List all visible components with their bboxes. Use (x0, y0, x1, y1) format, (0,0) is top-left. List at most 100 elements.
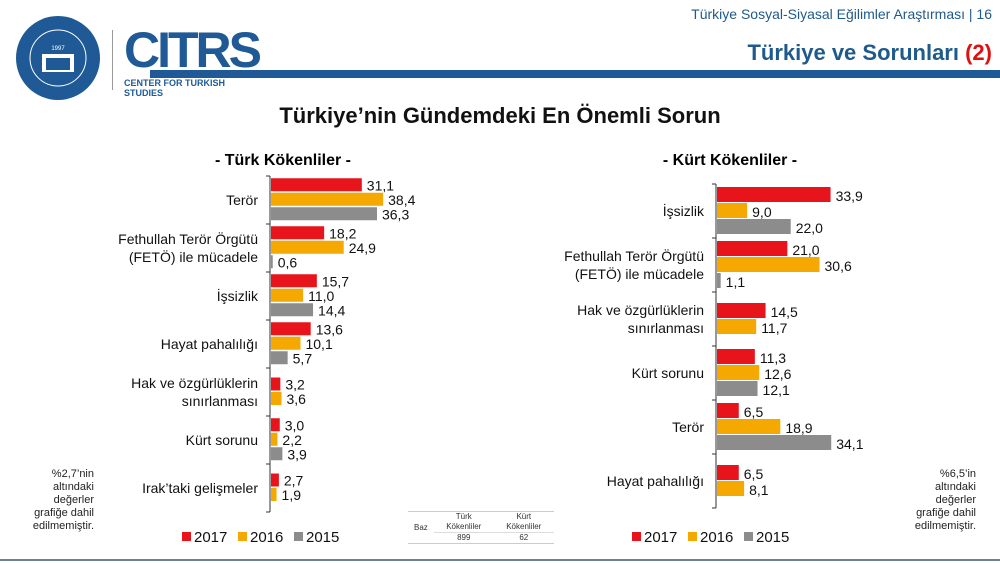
data-label: 3,2 (285, 377, 305, 393)
header-subtitle: Türkiye Sosyal-Siyasal Eğilimler Araştır… (691, 6, 992, 22)
bar-2016 (717, 257, 820, 272)
data-label: 11,0 (308, 288, 334, 304)
data-label: 8,1 (749, 482, 769, 498)
data-label: 21,0 (792, 242, 819, 258)
data-label: 0,6 (278, 254, 298, 270)
data-label: 11,7 (761, 320, 787, 336)
kadir-has-logo: 1997 (14, 14, 102, 102)
bar-2015 (271, 447, 283, 461)
category-label: İşsizlik (217, 287, 259, 304)
legend-label: 2016 (700, 529, 733, 546)
bar-2017 (717, 465, 739, 480)
data-label: 1,1 (726, 274, 746, 290)
legend-swatch-2016 (238, 532, 247, 541)
bar-2017 (271, 274, 317, 288)
chart-title: - Kürt Kökenliler - (663, 152, 797, 169)
data-label: 5,7 (293, 350, 313, 366)
bar-2015 (271, 255, 273, 269)
bar-2017 (271, 178, 362, 192)
category-label: Hayat pahalılığı (607, 473, 704, 489)
bar-2015 (717, 273, 721, 288)
data-label: 6,5 (744, 404, 764, 420)
legend-label: 2017 (644, 529, 677, 546)
bar-2017 (271, 377, 281, 391)
data-label: 34,1 (836, 436, 863, 452)
data-label: 15,7 (322, 273, 349, 289)
bar-2015 (271, 207, 377, 221)
legend-swatch-2015 (744, 532, 753, 541)
bar-2017 (271, 473, 279, 487)
category-label: Irak’taki gelişmeler (142, 480, 258, 496)
data-label: 9,0 (752, 204, 772, 220)
svg-text:1997: 1997 (51, 46, 65, 52)
bar-2017 (717, 303, 766, 318)
data-label: 24,9 (349, 240, 376, 256)
category-label: Kürt sorunu (186, 432, 258, 448)
legend-label: 2015 (756, 529, 789, 546)
category-label: Hak ve özgürlüklerin sınırlanması (577, 302, 704, 336)
legend-label: 2016 (250, 529, 283, 546)
left-note: %2,7’nin altındaki değerler grafiğe dahi… (32, 468, 94, 532)
data-label: 3,9 (287, 446, 307, 462)
bar-2015 (717, 435, 832, 450)
base-col-kurt: Kürt Kökenliler (506, 512, 542, 531)
data-label: 13,6 (316, 321, 343, 337)
bar-2016 (271, 288, 304, 302)
bar-2015 (717, 381, 758, 396)
bar-2016 (717, 481, 745, 496)
legend-swatch-2017 (632, 532, 641, 541)
data-label: 18,9 (785, 420, 812, 436)
bar-2016 (271, 336, 301, 350)
bar-2016 (717, 365, 760, 380)
legend-label: 2017 (194, 529, 227, 546)
category-label: İşsizlik (663, 202, 705, 219)
base-col-turk: Türk Kökenliler (446, 512, 482, 531)
data-label: 3,6 (287, 391, 307, 407)
category-label: Kürt sorunu (632, 365, 704, 381)
bar-2015 (271, 351, 288, 365)
data-label: 2,7 (284, 473, 304, 489)
category-label: Terör (672, 419, 704, 435)
citrs-logo: CITRS CENTER FOR TURKISH STUDIES (124, 22, 262, 98)
data-label: 31,1 (367, 177, 394, 193)
base-label: Baz (414, 522, 428, 532)
bar-2017 (271, 226, 325, 240)
bar-2016 (717, 203, 748, 218)
bar-2016 (717, 419, 781, 434)
header-rule (150, 70, 1000, 78)
data-label: 36,3 (382, 206, 409, 222)
category-label: Fethullah Terör Örgütü (FETÖ) ile mücadel… (118, 230, 258, 265)
category-label: Fethullah Terör Örgütü (FETÖ) ile mücadel… (564, 247, 704, 282)
bar-2017 (717, 241, 788, 256)
legend-swatch-2017 (182, 532, 191, 541)
category-label: Hak ve özgürlüklerin sınırlanması (131, 375, 258, 409)
data-label: 10,1 (305, 336, 332, 352)
base-value-kurt: 62 (519, 533, 529, 542)
bar-2016 (271, 488, 277, 501)
bar-2016 (717, 319, 757, 334)
data-label: 22,0 (796, 220, 823, 236)
page-title: Türkiye ve Sorunları (2) (747, 40, 992, 65)
bar-2016 (271, 392, 282, 405)
data-label: 38,4 (388, 192, 415, 208)
footer-rule (0, 559, 1000, 561)
data-label: 12,1 (763, 382, 790, 398)
bar-2015 (717, 219, 791, 234)
bar-2017 (717, 187, 831, 202)
data-label: 2,2 (282, 432, 302, 448)
base-value-turk: 899 (457, 533, 471, 542)
bar-2017 (271, 418, 280, 432)
right-note: %6,5’in altındaki değerler grafiğe dahil… (914, 468, 976, 532)
bar-2017 (717, 349, 755, 364)
bar-2016 (271, 192, 384, 206)
category-label: Hayat pahalılığı (161, 336, 258, 352)
category-label: Terör (226, 192, 258, 208)
data-label: 14,4 (318, 302, 345, 318)
chart-title: - Türk Kökenliler - (215, 152, 351, 169)
bar-2017 (271, 322, 311, 336)
bar-2017 (717, 403, 739, 418)
legend-swatch-2015 (294, 532, 303, 541)
data-label: 6,5 (744, 466, 764, 482)
data-label: 3,0 (285, 417, 305, 433)
